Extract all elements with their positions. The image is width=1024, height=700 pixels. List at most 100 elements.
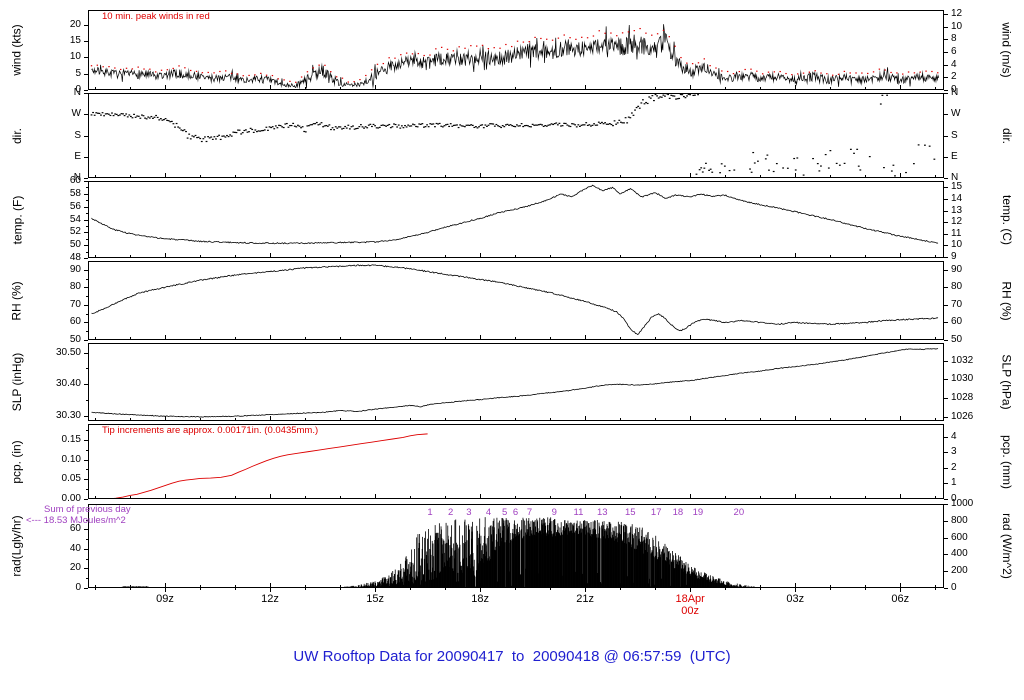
rad-hour-label: 17 xyxy=(650,507,662,518)
y-tick-label: 0 xyxy=(951,493,957,504)
y-tick-label: 9 xyxy=(951,250,957,262)
y-tick-label: 1032 xyxy=(951,354,974,366)
axis-title-rh-right: RH (%) xyxy=(992,261,1022,340)
axis-title-text: wind (kts) xyxy=(10,24,24,76)
rad-hour-label: 20 xyxy=(733,507,745,518)
y-tick-label: 2 xyxy=(951,71,957,83)
rad-hour-label: 19 xyxy=(692,507,704,518)
y-tick-label: W xyxy=(71,108,81,120)
rad-hour-label: 1 xyxy=(427,507,433,518)
y-tick-label: 0 xyxy=(951,84,957,95)
y-tick-label: 70 xyxy=(951,298,963,310)
x-tick-text: 18z xyxy=(471,593,489,605)
axis-title-text: dir. xyxy=(9,127,24,144)
y-tick-label: 60 xyxy=(951,316,963,328)
panel-annotation-rad-0: Sum of previous day xyxy=(44,504,131,515)
axis-title-dir-left: dir. xyxy=(2,93,32,178)
axis-title-text: wind (m/s) xyxy=(1000,22,1014,78)
y-tick-label: 0.10 xyxy=(61,453,81,465)
y-tick-label: 80 xyxy=(951,281,963,293)
y-tick-label: N xyxy=(951,172,959,183)
x-tick-text-line2: 00z xyxy=(681,605,700,617)
axis-title-wind-left: wind (kts) xyxy=(2,10,32,90)
axis-title-text: SLP (hPa) xyxy=(1000,354,1014,410)
axis-title-wind-right: wind (m/s) xyxy=(992,10,1022,90)
y-tick-label: S xyxy=(74,129,81,141)
axis-title-text: SLP (inHg) xyxy=(10,352,25,412)
x-axis-date-label: 18Apr 00z xyxy=(660,593,720,617)
axis-title-temp-left: temp. (F) xyxy=(2,181,32,258)
y-tick-label: 200 xyxy=(951,565,968,577)
y-tick-label: 0 xyxy=(75,84,81,95)
y-tick-label: 11 xyxy=(951,227,962,239)
y-tick-label: E xyxy=(74,150,81,162)
y-tick-label: 0.05 xyxy=(61,473,81,485)
y-tick-label: E xyxy=(951,150,958,162)
y-tick-label: 48 xyxy=(69,252,81,263)
x-axis-label: 18z xyxy=(450,593,510,605)
x-tick-text: 12z xyxy=(261,593,279,605)
panel-annotation-rad-1: <--- 18.53 MJoules/m^2 xyxy=(26,515,126,526)
y-tick-label: 30.30 xyxy=(55,410,81,422)
y-tick-label: 0 xyxy=(75,582,81,593)
y-tick-label: 2 xyxy=(951,461,957,473)
rad-hour-label: 4 xyxy=(485,507,492,518)
rad-hour-label: 2 xyxy=(448,507,454,518)
y-tick-label: 12 xyxy=(951,7,963,19)
axis-title-pcp-left: pcp. (in) xyxy=(2,424,32,499)
y-tick-label: 10 xyxy=(951,239,963,251)
axis-title-rh-left: RH (%) xyxy=(2,261,32,340)
axis-title-text: dir. xyxy=(999,127,1014,144)
axis-title-pcp-right: pcp. (mm) xyxy=(992,424,1022,499)
x-axis-label: 12z xyxy=(240,593,300,605)
chart-title: UW Rooftop Data for 20090417 to 20090418… xyxy=(293,648,731,665)
y-tick-label: 0.15 xyxy=(61,433,81,445)
axis-title-text: temp. (C) xyxy=(1000,194,1015,245)
y-tick-label: 58 xyxy=(69,187,81,199)
x-tick-text: 06z xyxy=(891,593,910,605)
axis-title-text: RH (%) xyxy=(1000,280,1015,321)
rad-hour-label: 18 xyxy=(672,507,684,518)
y-tick-label: 800 xyxy=(951,514,968,526)
y-tick-label: 13 xyxy=(951,204,963,216)
y-tick-label: 80 xyxy=(69,281,81,293)
y-tick-label: 30.40 xyxy=(55,378,81,390)
y-tick-label: N xyxy=(951,87,959,98)
y-tick-label: 1030 xyxy=(951,373,974,385)
y-tick-label: 8 xyxy=(951,33,957,45)
axis-title-rad-right: rad (W/m^2) xyxy=(992,504,1022,588)
y-tick-label: 15 xyxy=(951,181,963,193)
axis-title-text: rad(Lgly/hr) xyxy=(10,515,25,577)
y-tick-label: W xyxy=(951,108,961,120)
y-tick-label: 5 xyxy=(75,67,81,79)
y-tick-label: S xyxy=(951,129,958,141)
x-tick-text: 18Apr xyxy=(675,593,705,605)
rad-hour-label: 5 xyxy=(501,507,508,518)
rad-hour-label: 3 xyxy=(466,507,472,518)
y-tick-label: 1026 xyxy=(951,410,974,422)
rad-hour-label: 9 xyxy=(551,507,557,518)
y-tick-label: 4 xyxy=(951,58,957,70)
x-axis-label: 15z xyxy=(345,593,405,605)
y-tick-label: N xyxy=(73,172,81,183)
y-tick-label: 0 xyxy=(951,582,957,593)
rad-hour-label: 13 xyxy=(597,507,608,518)
y-tick-label: 20 xyxy=(69,18,81,30)
y-tick-label: 1000 xyxy=(951,498,974,510)
axis-title-text: temp. (F) xyxy=(10,195,25,244)
panel-annotation-wind-0: 10 min. peak winds in red xyxy=(102,11,210,22)
x-tick-text: 03z xyxy=(786,593,805,605)
y-tick-label: 90 xyxy=(69,263,81,275)
x-tick-text: 15z xyxy=(366,593,384,605)
axis-title-dir-right: dir. xyxy=(992,93,1022,178)
y-tick-label: 600 xyxy=(951,531,968,543)
y-tick-label: 70 xyxy=(69,298,81,310)
rad-hour-label: 7 xyxy=(526,507,533,518)
y-tick-label: 40 xyxy=(69,542,81,554)
y-tick-label: 4 xyxy=(951,430,957,442)
axis-title-text: pcp. (in) xyxy=(10,439,25,484)
y-tick-label: 50 xyxy=(951,334,963,345)
axis-title-text: rad (W/m^2) xyxy=(1000,513,1015,579)
y-tick-label: 60 xyxy=(69,316,81,328)
